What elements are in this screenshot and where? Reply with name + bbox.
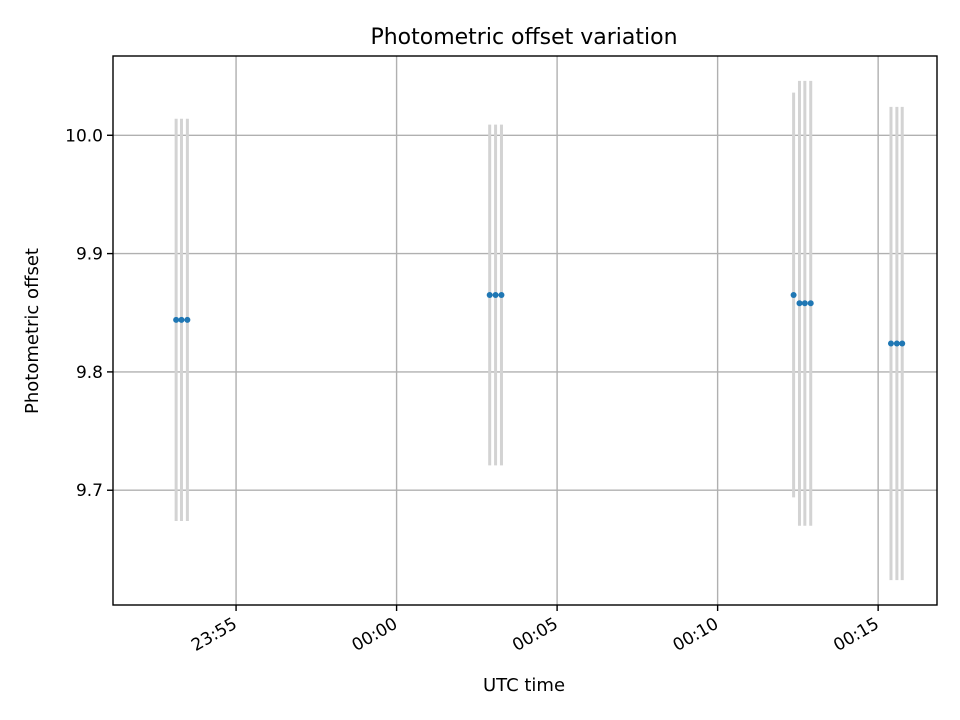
data-point: [492, 292, 499, 299]
y-axis-label: Photometric offset: [22, 248, 43, 414]
data-point: [893, 340, 900, 347]
data-point: [887, 340, 894, 347]
data-point: [498, 292, 505, 299]
grid: [113, 56, 937, 605]
data-point: [801, 300, 808, 307]
data-point: [486, 292, 493, 299]
data-point: [184, 316, 191, 323]
x-tick-label: 00:10: [670, 614, 722, 656]
x-tick-label: 23:55: [188, 614, 240, 656]
y-tick-label: 9.7: [76, 481, 103, 501]
chart-title: Photometric offset variation: [370, 25, 677, 50]
data-point: [178, 316, 185, 323]
x-tick-label: 00:15: [830, 614, 882, 656]
x-tick-label: 00:00: [349, 614, 401, 656]
error-bars: [174, 80, 904, 581]
y-tick-label: 9.8: [76, 363, 103, 383]
data-point: [899, 340, 906, 347]
plot-frame: [112, 55, 938, 606]
y-tick-label: 9.9: [76, 245, 103, 265]
y-tick-label: 10.0: [65, 126, 103, 146]
data-point: [796, 300, 803, 307]
data-point: [173, 316, 180, 323]
data-point: [790, 292, 797, 299]
x-axis-label: UTC time: [483, 675, 565, 696]
x-tick-label: 00:05: [509, 614, 561, 656]
data-point: [807, 300, 814, 307]
data-points: [173, 292, 906, 347]
